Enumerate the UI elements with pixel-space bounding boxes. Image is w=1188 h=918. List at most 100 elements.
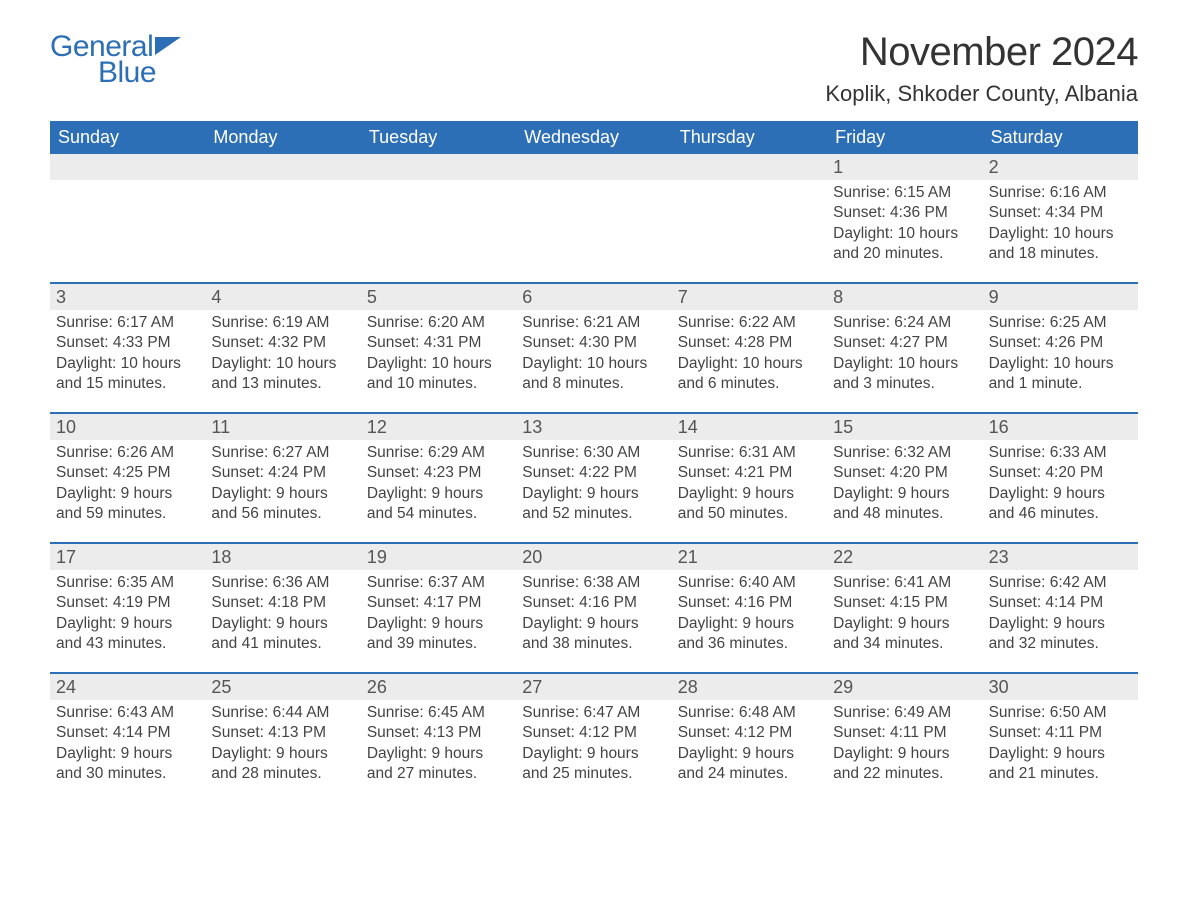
day-number-row: 19 — [361, 544, 516, 570]
daylight-line: Daylight: 9 hours and 24 minutes. — [678, 744, 821, 785]
calendar-day-cell: 24Sunrise: 6:43 AMSunset: 4:14 PMDayligh… — [50, 674, 205, 802]
weekday-header: Wednesday — [516, 121, 671, 154]
day-number: 27 — [522, 677, 542, 697]
day-number: 5 — [367, 287, 377, 307]
weekday-header-row: SundayMondayTuesdayWednesdayThursdayFrid… — [50, 121, 1138, 154]
day-body: Sunrise: 6:17 AMSunset: 4:33 PMDaylight:… — [50, 310, 205, 401]
day-number: 16 — [989, 417, 1009, 437]
sunset-line: Sunset: 4:25 PM — [56, 463, 199, 483]
day-body: Sunrise: 6:29 AMSunset: 4:23 PMDaylight:… — [361, 440, 516, 531]
sunrise-line: Sunrise: 6:45 AM — [367, 703, 510, 723]
day-number-row: 10 — [50, 414, 205, 440]
sunrise-line: Sunrise: 6:31 AM — [678, 443, 821, 463]
daylight-line: Daylight: 9 hours and 21 minutes. — [989, 744, 1132, 785]
calendar-day-cell: 25Sunrise: 6:44 AMSunset: 4:13 PMDayligh… — [205, 674, 360, 802]
calendar-day-cell: 29Sunrise: 6:49 AMSunset: 4:11 PMDayligh… — [827, 674, 982, 802]
day-number: 10 — [56, 417, 76, 437]
day-number-row: 6 — [516, 284, 671, 310]
day-body: Sunrise: 6:20 AMSunset: 4:31 PMDaylight:… — [361, 310, 516, 401]
calendar-day-cell: 20Sunrise: 6:38 AMSunset: 4:16 PMDayligh… — [516, 544, 671, 672]
day-number: 9 — [989, 287, 999, 307]
sunrise-line: Sunrise: 6:48 AM — [678, 703, 821, 723]
sunset-line: Sunset: 4:36 PM — [833, 203, 976, 223]
day-body — [50, 180, 205, 189]
sunrise-line: Sunrise: 6:29 AM — [367, 443, 510, 463]
calendar-day-cell: 23Sunrise: 6:42 AMSunset: 4:14 PMDayligh… — [983, 544, 1138, 672]
sunrise-line: Sunrise: 6:30 AM — [522, 443, 665, 463]
title-block: November 2024 Koplik, Shkoder County, Al… — [825, 30, 1138, 117]
day-body: Sunrise: 6:22 AMSunset: 4:28 PMDaylight:… — [672, 310, 827, 401]
sunrise-line: Sunrise: 6:49 AM — [833, 703, 976, 723]
day-body: Sunrise: 6:25 AMSunset: 4:26 PMDaylight:… — [983, 310, 1138, 401]
day-body: Sunrise: 6:33 AMSunset: 4:20 PMDaylight:… — [983, 440, 1138, 531]
day-number: 28 — [678, 677, 698, 697]
calendar-day-cell: 7 Sunrise: 6:22 AMSunset: 4:28 PMDaylight… — [672, 284, 827, 412]
day-number: 14 — [678, 417, 698, 437]
weekday-header: Tuesday — [361, 121, 516, 154]
day-number-row: 27 — [516, 674, 671, 700]
day-body: Sunrise: 6:21 AMSunset: 4:30 PMDaylight:… — [516, 310, 671, 401]
day-body: Sunrise: 6:47 AMSunset: 4:12 PMDaylight:… — [516, 700, 671, 791]
day-number: 26 — [367, 677, 387, 697]
calendar-day-cell: 6 Sunrise: 6:21 AMSunset: 4:30 PMDaylight… — [516, 284, 671, 412]
daylight-line: Daylight: 9 hours and 25 minutes. — [522, 744, 665, 785]
sunrise-line: Sunrise: 6:24 AM — [833, 313, 976, 333]
day-number: 6 — [522, 287, 532, 307]
daylight-line: Daylight: 9 hours and 56 minutes. — [211, 484, 354, 525]
daylight-line: Daylight: 9 hours and 27 minutes. — [367, 744, 510, 785]
day-number: 1 — [833, 157, 843, 177]
day-number-row: . — [205, 154, 360, 180]
daylight-line: Daylight: 10 hours and 18 minutes. — [989, 224, 1132, 265]
sunset-line: Sunset: 4:16 PM — [522, 593, 665, 613]
day-body: Sunrise: 6:36 AMSunset: 4:18 PMDaylight:… — [205, 570, 360, 661]
day-number: 30 — [989, 677, 1009, 697]
calendar-week: 24Sunrise: 6:43 AMSunset: 4:14 PMDayligh… — [50, 672, 1138, 802]
calendar-day-cell: 1Sunrise: 6:15 AMSunset: 4:36 PMDaylight… — [827, 154, 982, 282]
day-number: 18 — [211, 547, 231, 567]
sunset-line: Sunset: 4:11 PM — [833, 723, 976, 743]
calendar-week: 3 Sunrise: 6:17 AMSunset: 4:33 PMDaylight… — [50, 282, 1138, 412]
weekday-header: Friday — [827, 121, 982, 154]
daylight-line: Daylight: 9 hours and 54 minutes. — [367, 484, 510, 525]
day-number-row: 18 — [205, 544, 360, 570]
daylight-line: Daylight: 9 hours and 34 minutes. — [833, 614, 976, 655]
sunrise-line: Sunrise: 6:37 AM — [367, 573, 510, 593]
day-number-row: 11 — [205, 414, 360, 440]
weekday-header: Saturday — [983, 121, 1138, 154]
day-number-row: 2 — [983, 154, 1138, 180]
weekday-header: Monday — [205, 121, 360, 154]
sunrise-line: Sunrise: 6:25 AM — [989, 313, 1132, 333]
sunset-line: Sunset: 4:12 PM — [678, 723, 821, 743]
day-number-row: 23 — [983, 544, 1138, 570]
day-number: 7 — [678, 287, 688, 307]
day-number: 24 — [56, 677, 76, 697]
sunset-line: Sunset: 4:14 PM — [989, 593, 1132, 613]
daylight-line: Daylight: 10 hours and 10 minutes. — [367, 354, 510, 395]
day-body: Sunrise: 6:41 AMSunset: 4:15 PMDaylight:… — [827, 570, 982, 661]
day-number: 15 — [833, 417, 853, 437]
day-body — [205, 180, 360, 189]
day-number-row: 15 — [827, 414, 982, 440]
sunrise-line: Sunrise: 6:22 AM — [678, 313, 821, 333]
day-body: Sunrise: 6:49 AMSunset: 4:11 PMDaylight:… — [827, 700, 982, 791]
sunrise-line: Sunrise: 6:19 AM — [211, 313, 354, 333]
sunrise-line: Sunrise: 6:41 AM — [833, 573, 976, 593]
calendar-day-cell: 4Sunrise: 6:19 AMSunset: 4:32 PMDaylight… — [205, 284, 360, 412]
daylight-line: Daylight: 9 hours and 52 minutes. — [522, 484, 665, 525]
sunrise-line: Sunrise: 6:15 AM — [833, 183, 976, 203]
day-number: 3 — [56, 287, 66, 307]
logo-flag-icon — [155, 37, 181, 60]
daylight-line: Daylight: 9 hours and 28 minutes. — [211, 744, 354, 785]
calendar-week: .....1Sunrise: 6:15 AMSunset: 4:36 PMDay… — [50, 154, 1138, 282]
daylight-line: Daylight: 9 hours and 39 minutes. — [367, 614, 510, 655]
sunset-line: Sunset: 4:13 PM — [211, 723, 354, 743]
daylight-line: Daylight: 9 hours and 41 minutes. — [211, 614, 354, 655]
location-subtitle: Koplik, Shkoder County, Albania — [825, 81, 1138, 107]
sunset-line: Sunset: 4:15 PM — [833, 593, 976, 613]
sunset-line: Sunset: 4:11 PM — [989, 723, 1132, 743]
calendar-day-cell: 30Sunrise: 6:50 AMSunset: 4:11 PMDayligh… — [983, 674, 1138, 802]
day-number-row: 5 — [361, 284, 516, 310]
calendar-day-cell: . — [205, 154, 360, 282]
sunrise-line: Sunrise: 6:40 AM — [678, 573, 821, 593]
calendar-day-cell: 13Sunrise: 6:30 AMSunset: 4:22 PMDayligh… — [516, 414, 671, 542]
